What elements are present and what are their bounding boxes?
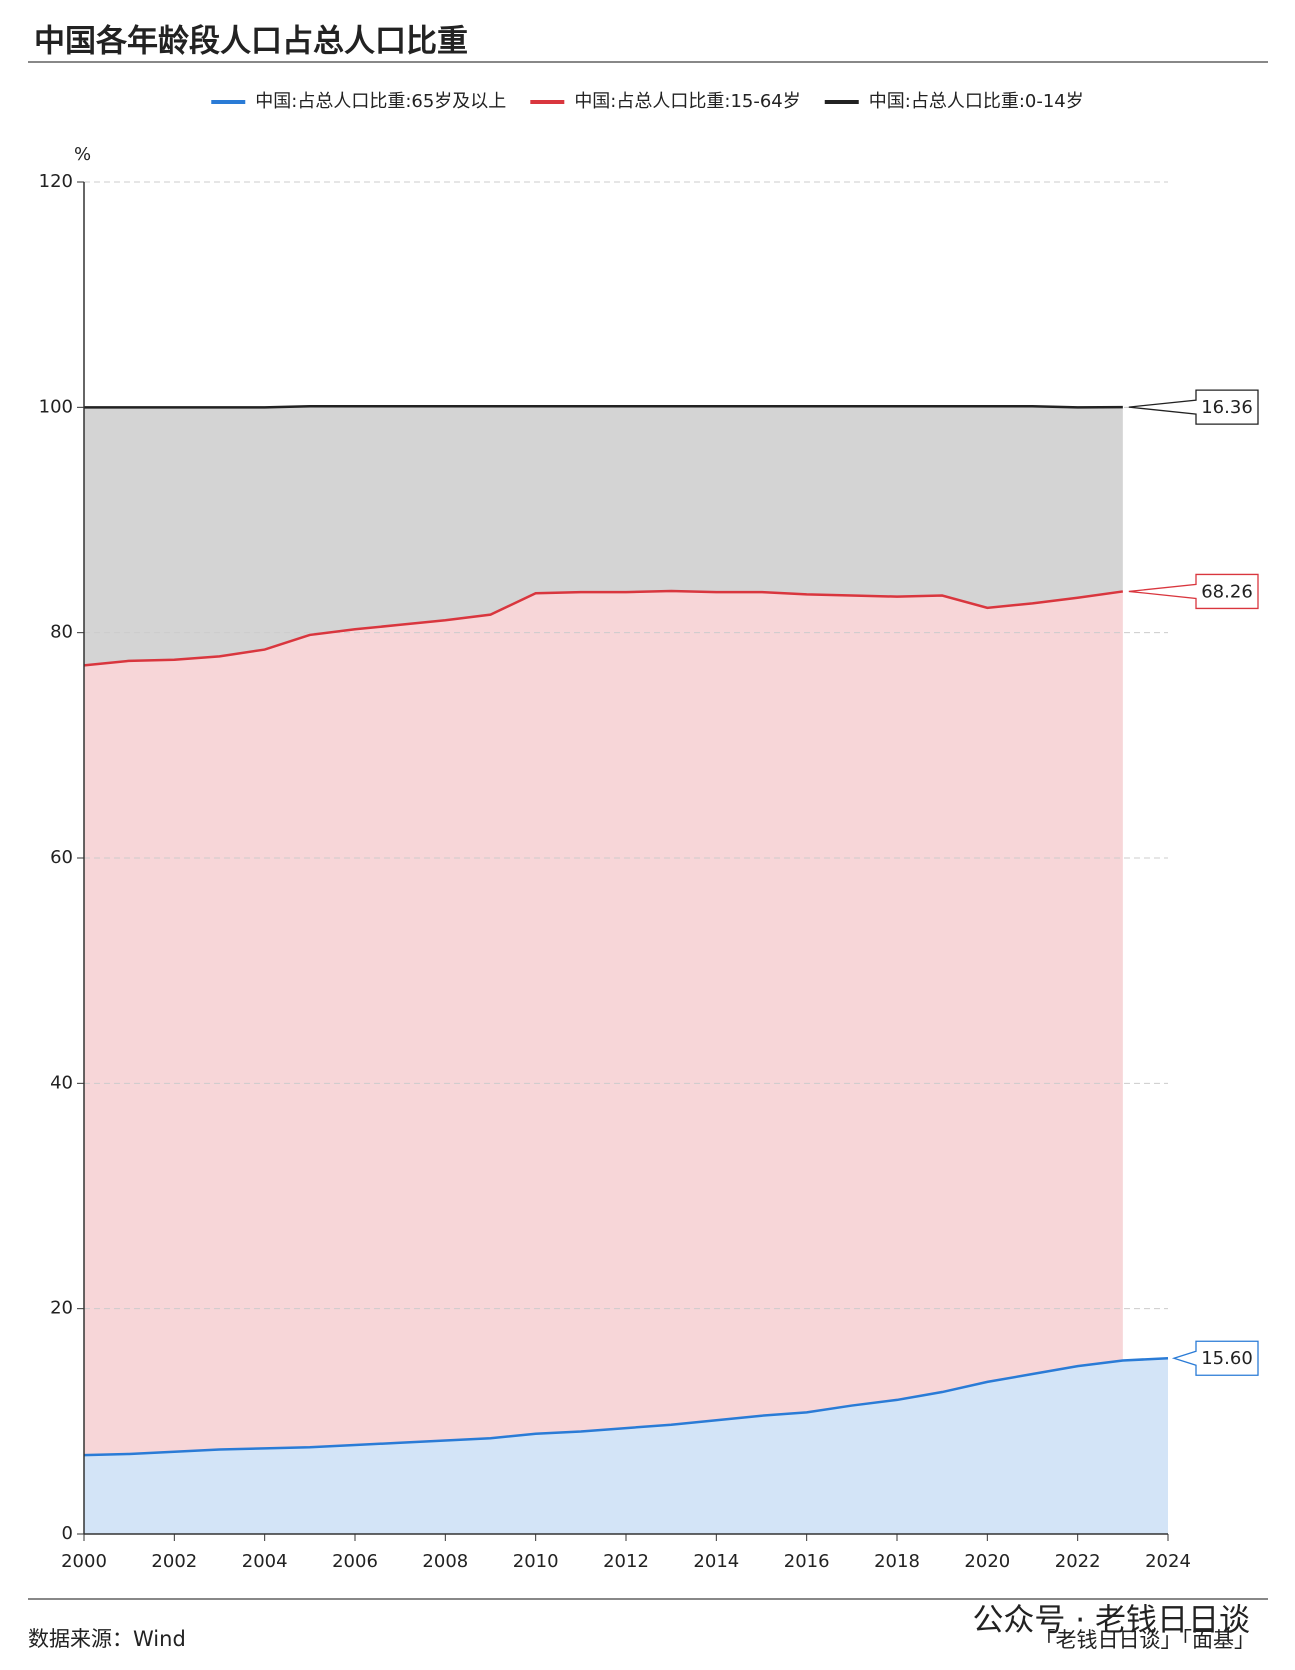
credit: 「老钱日日谈」「面基」 xyxy=(1035,1628,1256,1652)
x-tick-label: 2010 xyxy=(513,1551,559,1572)
x-tick-label: 2016 xyxy=(784,1551,830,1572)
legend-label: 中国:占总人口比重:15-64岁 xyxy=(574,91,800,112)
y-tick-label: 60 xyxy=(50,847,73,868)
x-tick-label: 2018 xyxy=(874,1551,920,1572)
chart-title: 中国各年龄段人口占总人口比重 xyxy=(34,24,468,60)
x-tick-label: 2012 xyxy=(603,1551,649,1572)
line xyxy=(83,589,1124,667)
x-tick-label: 2024 xyxy=(1145,1551,1191,1572)
value-label: 68.26 xyxy=(1201,581,1253,602)
y-tick-label: 20 xyxy=(50,1298,73,1319)
lines xyxy=(83,404,1169,1457)
areas xyxy=(84,406,1168,1534)
x-tick-label: 2022 xyxy=(1055,1551,1101,1572)
y-tick-label: 80 xyxy=(50,622,73,643)
area xyxy=(84,1358,1168,1534)
y-tick-label: 0 xyxy=(62,1523,73,1544)
legend-label: 中国:占总人口比重:0-14岁 xyxy=(869,91,1084,112)
value-label: 15.60 xyxy=(1201,1348,1253,1369)
x-tick-label: 2004 xyxy=(242,1551,288,1572)
callout xyxy=(1171,1340,1259,1376)
y-tick-label: 40 xyxy=(50,1072,73,1093)
x-tick-label: 2008 xyxy=(422,1551,468,1572)
y-tick-label: 100 xyxy=(39,396,73,417)
x-tick-label: 2014 xyxy=(693,1551,739,1572)
source: 数据来源：Wind xyxy=(28,1627,186,1651)
legend-label: 中国:占总人口比重:65岁及以上 xyxy=(255,91,506,112)
value-label: 16.36 xyxy=(1201,397,1253,418)
x-tick-label: 2002 xyxy=(151,1551,197,1572)
callout xyxy=(1128,573,1259,610)
x-tick-label: 2000 xyxy=(61,1551,107,1572)
y-unit: % xyxy=(74,144,91,165)
line xyxy=(84,404,1123,409)
area xyxy=(84,590,1123,1456)
x-tick-label: 2020 xyxy=(964,1551,1010,1572)
callout xyxy=(1128,389,1259,425)
watermark: 公众号 · 老钱日日谈 xyxy=(972,1603,1250,1639)
x-tick-label: 2006 xyxy=(332,1551,378,1572)
line xyxy=(83,1356,1169,1457)
y-tick-label: 120 xyxy=(39,171,73,192)
legend: 中国:占总人口比重:65岁及以上 中国:占总人口比重:15-64岁 中国:占总人口比… xyxy=(211,91,1084,112)
area xyxy=(84,406,1123,666)
